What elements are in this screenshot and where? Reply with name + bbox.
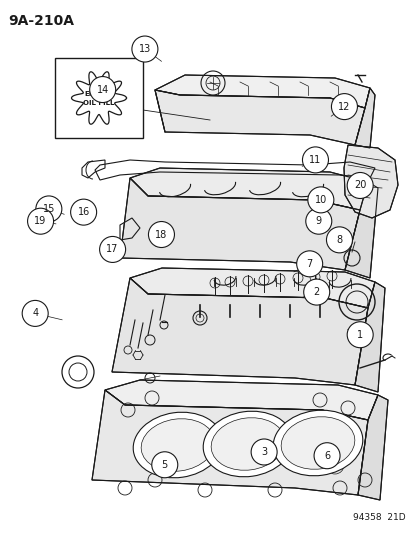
Bar xyxy=(55,58,142,138)
Text: 7: 7 xyxy=(306,259,312,269)
Text: 9: 9 xyxy=(315,216,321,226)
Text: 12: 12 xyxy=(337,102,350,111)
Polygon shape xyxy=(154,75,369,108)
Text: 10: 10 xyxy=(314,195,326,205)
Circle shape xyxy=(303,279,329,305)
Ellipse shape xyxy=(133,412,222,478)
Circle shape xyxy=(36,196,62,222)
Circle shape xyxy=(296,251,322,277)
Text: 1: 1 xyxy=(356,330,362,340)
Text: 9A-210A: 9A-210A xyxy=(8,14,74,28)
Circle shape xyxy=(22,301,48,326)
Text: 8: 8 xyxy=(336,235,342,245)
Ellipse shape xyxy=(280,417,354,469)
Text: 13: 13 xyxy=(138,44,151,54)
Circle shape xyxy=(347,322,372,348)
Text: 5: 5 xyxy=(161,460,168,470)
Circle shape xyxy=(347,173,372,198)
Polygon shape xyxy=(154,90,364,145)
Text: 3: 3 xyxy=(261,447,266,457)
Text: 15: 15 xyxy=(43,204,55,214)
Polygon shape xyxy=(130,268,374,308)
Text: 18: 18 xyxy=(155,230,167,239)
Circle shape xyxy=(302,147,328,173)
Text: 6: 6 xyxy=(323,451,329,461)
Polygon shape xyxy=(92,390,367,495)
Polygon shape xyxy=(344,182,377,278)
Circle shape xyxy=(313,443,339,469)
Circle shape xyxy=(307,187,333,213)
Text: 20: 20 xyxy=(353,181,366,190)
Circle shape xyxy=(90,77,115,102)
Text: 4: 4 xyxy=(32,309,38,318)
Circle shape xyxy=(71,199,96,225)
Circle shape xyxy=(132,36,157,62)
Polygon shape xyxy=(130,168,367,210)
Circle shape xyxy=(326,227,351,253)
Text: 94358  21D: 94358 21D xyxy=(353,513,405,522)
Circle shape xyxy=(152,452,177,478)
Polygon shape xyxy=(354,88,374,148)
Polygon shape xyxy=(120,178,359,270)
Circle shape xyxy=(305,208,331,234)
Text: OIL FILL: OIL FILL xyxy=(83,100,114,106)
Ellipse shape xyxy=(273,410,362,476)
Text: ENGINE: ENGINE xyxy=(84,91,114,97)
Circle shape xyxy=(148,222,174,247)
Polygon shape xyxy=(357,395,387,500)
Text: 16: 16 xyxy=(77,207,90,217)
Polygon shape xyxy=(343,145,397,218)
Ellipse shape xyxy=(203,411,292,477)
Text: 17: 17 xyxy=(106,245,119,254)
Text: 11: 11 xyxy=(309,155,321,165)
Polygon shape xyxy=(105,380,377,420)
Text: 19: 19 xyxy=(34,216,47,226)
Polygon shape xyxy=(112,278,367,385)
Circle shape xyxy=(251,439,276,465)
Text: 14: 14 xyxy=(96,85,109,94)
Polygon shape xyxy=(354,282,384,392)
Text: 2: 2 xyxy=(313,287,319,297)
Circle shape xyxy=(28,208,53,234)
Circle shape xyxy=(331,94,356,119)
Ellipse shape xyxy=(141,419,214,471)
Ellipse shape xyxy=(211,418,284,470)
Circle shape xyxy=(100,237,125,262)
